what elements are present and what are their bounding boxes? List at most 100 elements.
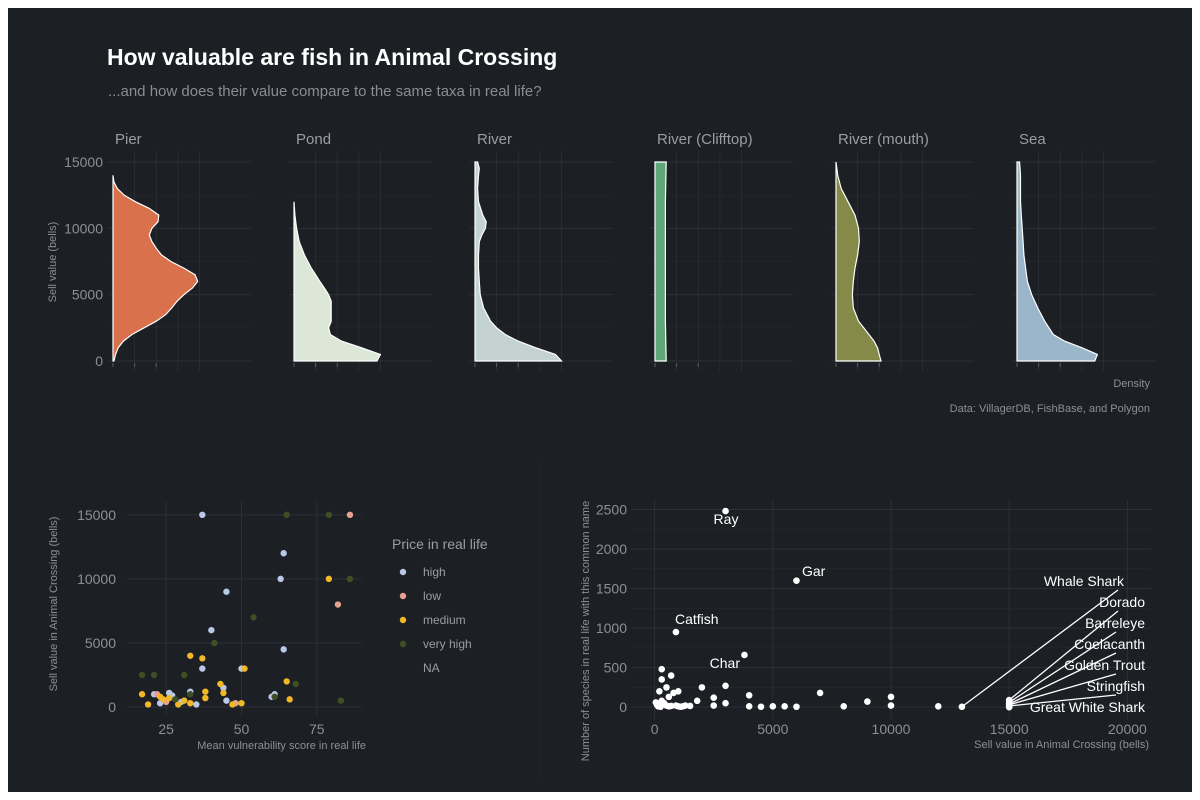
point-medium [202, 694, 209, 702]
point-high [280, 550, 287, 557]
point [958, 703, 966, 711]
legend-label: high [423, 565, 446, 579]
legend-label: medium [423, 613, 466, 627]
facet-label: Pier [115, 131, 142, 148]
panel-divider [540, 460, 541, 780]
point-high [277, 575, 284, 583]
legend-title: Price in real life [392, 536, 488, 552]
y-tick-label: 2500 [596, 501, 627, 517]
point [887, 693, 895, 701]
point-medium [199, 655, 206, 662]
y-tick-label: 1000 [596, 620, 627, 636]
legend-key [399, 616, 407, 624]
point [745, 691, 753, 699]
point-label: Coelacanth [1074, 636, 1145, 652]
point-very-high [172, 696, 179, 703]
point [682, 702, 689, 709]
point [864, 698, 871, 705]
point-low [334, 601, 342, 608]
x-tick-label: 0 [651, 721, 659, 737]
point-low [346, 511, 354, 519]
point [674, 688, 682, 695]
x-tick-label: 15000 [990, 721, 1029, 737]
point-high [193, 701, 200, 708]
point [793, 703, 800, 711]
y-tick-label: 0 [108, 699, 116, 715]
point-medium [175, 701, 182, 708]
x-tick-label: 75 [309, 721, 325, 737]
point [663, 684, 670, 691]
point [698, 684, 706, 691]
point-medium [187, 652, 194, 659]
point-label: Great White Shark [1030, 699, 1146, 715]
point-medium [138, 691, 146, 698]
y-tick-label: 2000 [596, 541, 627, 557]
y-axis-label: Sell value in Animal Crossing (bells) [48, 517, 60, 692]
point [665, 693, 673, 701]
point-medium [220, 689, 227, 697]
point-high [280, 646, 287, 653]
point-very-high [346, 575, 354, 583]
point [722, 682, 729, 690]
point-very-high [271, 693, 278, 700]
facet-label: Sea [1019, 131, 1046, 148]
point-high [223, 588, 230, 595]
legend-key [399, 568, 407, 576]
point-very-high [292, 680, 299, 688]
density-area [835, 161, 882, 362]
point [686, 702, 694, 710]
point [672, 628, 680, 636]
point-high [199, 511, 206, 519]
facet-label: River (mouth) [838, 131, 929, 148]
point [722, 699, 729, 707]
point-medium [286, 696, 293, 703]
x-axis-label: Density [1113, 378, 1150, 390]
point-label: Char [710, 655, 741, 671]
facet-label: River [477, 131, 512, 148]
point-very-high [211, 639, 218, 647]
legend-label: NA [423, 661, 440, 675]
data-source-caption: Data: VillagerDB, FishBase, and Polygon [950, 403, 1150, 415]
legend-key [399, 640, 407, 648]
point-medium [229, 701, 236, 708]
label-leader-line [1008, 631, 1117, 703]
point [658, 676, 666, 683]
point-very-high [181, 671, 188, 679]
point-very-high [250, 614, 257, 621]
point-high [223, 697, 230, 704]
label-leader-line [1008, 610, 1119, 701]
point [781, 703, 788, 710]
x-tick-label: 5000 [757, 721, 788, 737]
point [934, 703, 942, 710]
point [816, 689, 824, 697]
x-axis-label: Mean vulnerability score in real life [197, 740, 366, 752]
point-very-high [283, 511, 290, 519]
point [656, 688, 663, 695]
point [769, 703, 777, 710]
point-high [199, 665, 206, 672]
y-axis-label: Number of species in real life with this… [580, 501, 592, 761]
y-tick-label: 500 [604, 660, 628, 676]
point-very-high [150, 671, 158, 679]
x-tick-label: 50 [234, 721, 250, 737]
point-label: Ray [714, 511, 739, 527]
y-tick-label: 5000 [72, 287, 103, 303]
density-area [654, 161, 667, 362]
y-tick-label: 10000 [64, 220, 103, 236]
legend-label: very high [423, 637, 472, 651]
point [710, 702, 718, 709]
point-medium [241, 665, 248, 672]
point-high [208, 626, 215, 634]
point [667, 672, 675, 679]
point [693, 697, 701, 705]
point [757, 703, 765, 711]
scatter-vulnerability: 0 5000 10000 15000 25 50 75 Mean vulnerability … [48, 502, 488, 752]
point-medium [217, 680, 224, 688]
density-facet-0: Pier [108, 131, 251, 371]
point-label: Dorado [1099, 594, 1145, 610]
y-tick-label: 15000 [64, 154, 103, 170]
x-axis-label: Sell value in Animal Crossing (bells) [974, 739, 1149, 751]
point-very-high [325, 511, 333, 519]
density-area [112, 175, 199, 362]
